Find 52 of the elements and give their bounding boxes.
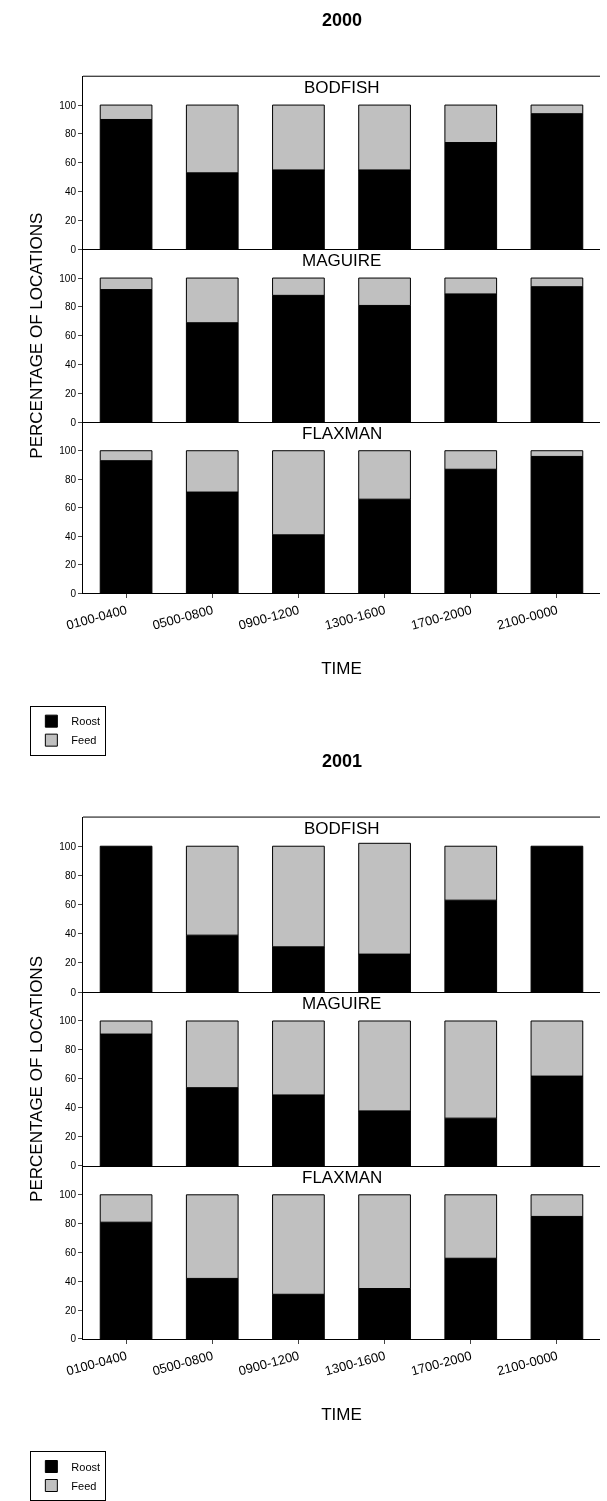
x-axis-title: TIME <box>321 1404 362 1424</box>
y-tick-label: 20 <box>64 387 77 399</box>
y-tick-label: 40 <box>64 1102 77 1114</box>
y-axis-title: PERCENTAGE OF LOCATIONS <box>26 212 46 459</box>
y-tick-label: 80 <box>64 1218 77 1230</box>
chart-title: MAGUIRE <box>302 251 382 270</box>
chart-title: MAGUIRE <box>302 994 382 1013</box>
legend-label: Roost <box>71 1460 101 1473</box>
y-tick-label: 0 <box>70 1160 77 1172</box>
y-tick-label: 0 <box>70 416 77 428</box>
chart-title: FLAXMAN <box>302 1168 383 1187</box>
y-tick-label: 0 <box>70 243 77 255</box>
y-tick-label: 60 <box>64 1246 77 1258</box>
legend-label: Feed <box>71 734 97 747</box>
text: 2000 <box>322 10 363 30</box>
y-tick-label: 20 <box>64 214 77 226</box>
y-tick-label: 0 <box>70 986 77 998</box>
chart-title: BODFISH <box>304 78 380 97</box>
y-tick-label: 100 <box>59 1189 77 1201</box>
y-tick-label: 80 <box>64 301 77 313</box>
y-tick-label: 40 <box>64 928 77 940</box>
y-tick-label: 0 <box>70 587 77 599</box>
y-tick-label: 40 <box>64 186 77 198</box>
y-tick-label: 80 <box>64 473 77 485</box>
legend-label: Roost <box>71 715 101 728</box>
y-tick-label: 100 <box>59 840 77 852</box>
y-tick-label: 20 <box>64 957 77 969</box>
y-tick-label: 60 <box>64 157 77 169</box>
x-axis-title: TIME <box>321 659 362 679</box>
y-tick-label: 80 <box>64 1044 77 1056</box>
text: 2001 <box>322 751 363 771</box>
y-tick-label: 60 <box>64 1073 77 1085</box>
chart-title: FLAXMAN <box>302 424 383 443</box>
y-tick-label: 40 <box>64 1275 77 1287</box>
y-tick-label: 100 <box>59 272 77 284</box>
y-tick-label: 100 <box>59 99 77 111</box>
y-tick-label: 60 <box>64 899 77 911</box>
y-tick-label: 40 <box>64 359 77 371</box>
y-tick-label: 20 <box>64 1131 77 1143</box>
y-tick-label: 100 <box>59 1015 77 1027</box>
legend-label: Feed <box>71 1479 97 1492</box>
y-tick-label: 100 <box>59 445 77 457</box>
y-tick-label: 80 <box>64 128 77 140</box>
chart-title: BODFISH <box>304 819 380 838</box>
y-tick-label: 20 <box>64 559 77 571</box>
y-tick-label: 60 <box>64 502 77 514</box>
y-tick-label: 20 <box>64 1304 77 1316</box>
y-tick-label: 80 <box>64 869 77 881</box>
y-tick-label: 60 <box>64 330 77 342</box>
y-tick-label: 40 <box>64 530 77 542</box>
y-axis-title: PERCENTAGE OF LOCATIONS <box>26 956 46 1202</box>
y-tick-label: 0 <box>70 1333 77 1345</box>
